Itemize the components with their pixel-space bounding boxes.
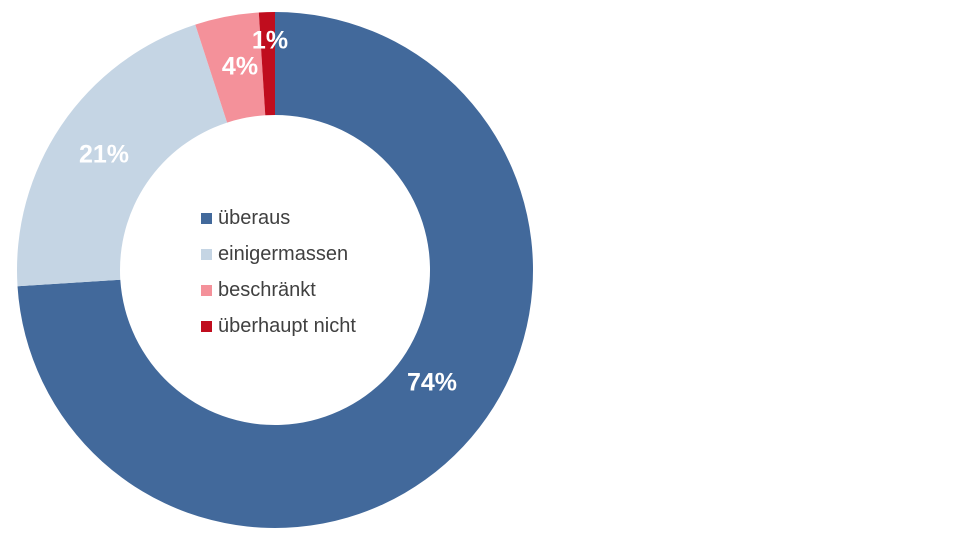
legend-swatch <box>201 248 212 260</box>
legend: überaus einigermassen beschränkt überhau… <box>201 200 356 344</box>
legend-item-einigermassen: einigermassen <box>201 236 356 272</box>
donut-slice-0 <box>17 12 534 528</box>
donut-slice-2 <box>195 12 266 123</box>
legend-swatch <box>201 284 212 296</box>
data-label-2: 4% <box>222 53 258 81</box>
donut-slice-1 <box>16 24 228 287</box>
legend-swatch <box>201 212 212 224</box>
legend-label: überaus <box>218 206 291 229</box>
data-label-1: 21% <box>79 141 129 169</box>
legend-item-ueberaus: überaus <box>201 200 356 236</box>
legend-item-ueberhaupt-nicht: überhaupt nicht <box>201 308 356 344</box>
data-label-0: 74% <box>407 369 457 397</box>
legend-item-beschraenkt: beschränkt <box>201 272 356 308</box>
legend-label: überhaupt nicht <box>218 314 356 337</box>
donut-slice-3 <box>258 12 275 116</box>
legend-label: beschränkt <box>218 278 316 301</box>
legend-swatch <box>201 320 212 332</box>
legend-label: einigermassen <box>218 242 349 265</box>
data-label-3: 1% <box>252 27 288 55</box>
